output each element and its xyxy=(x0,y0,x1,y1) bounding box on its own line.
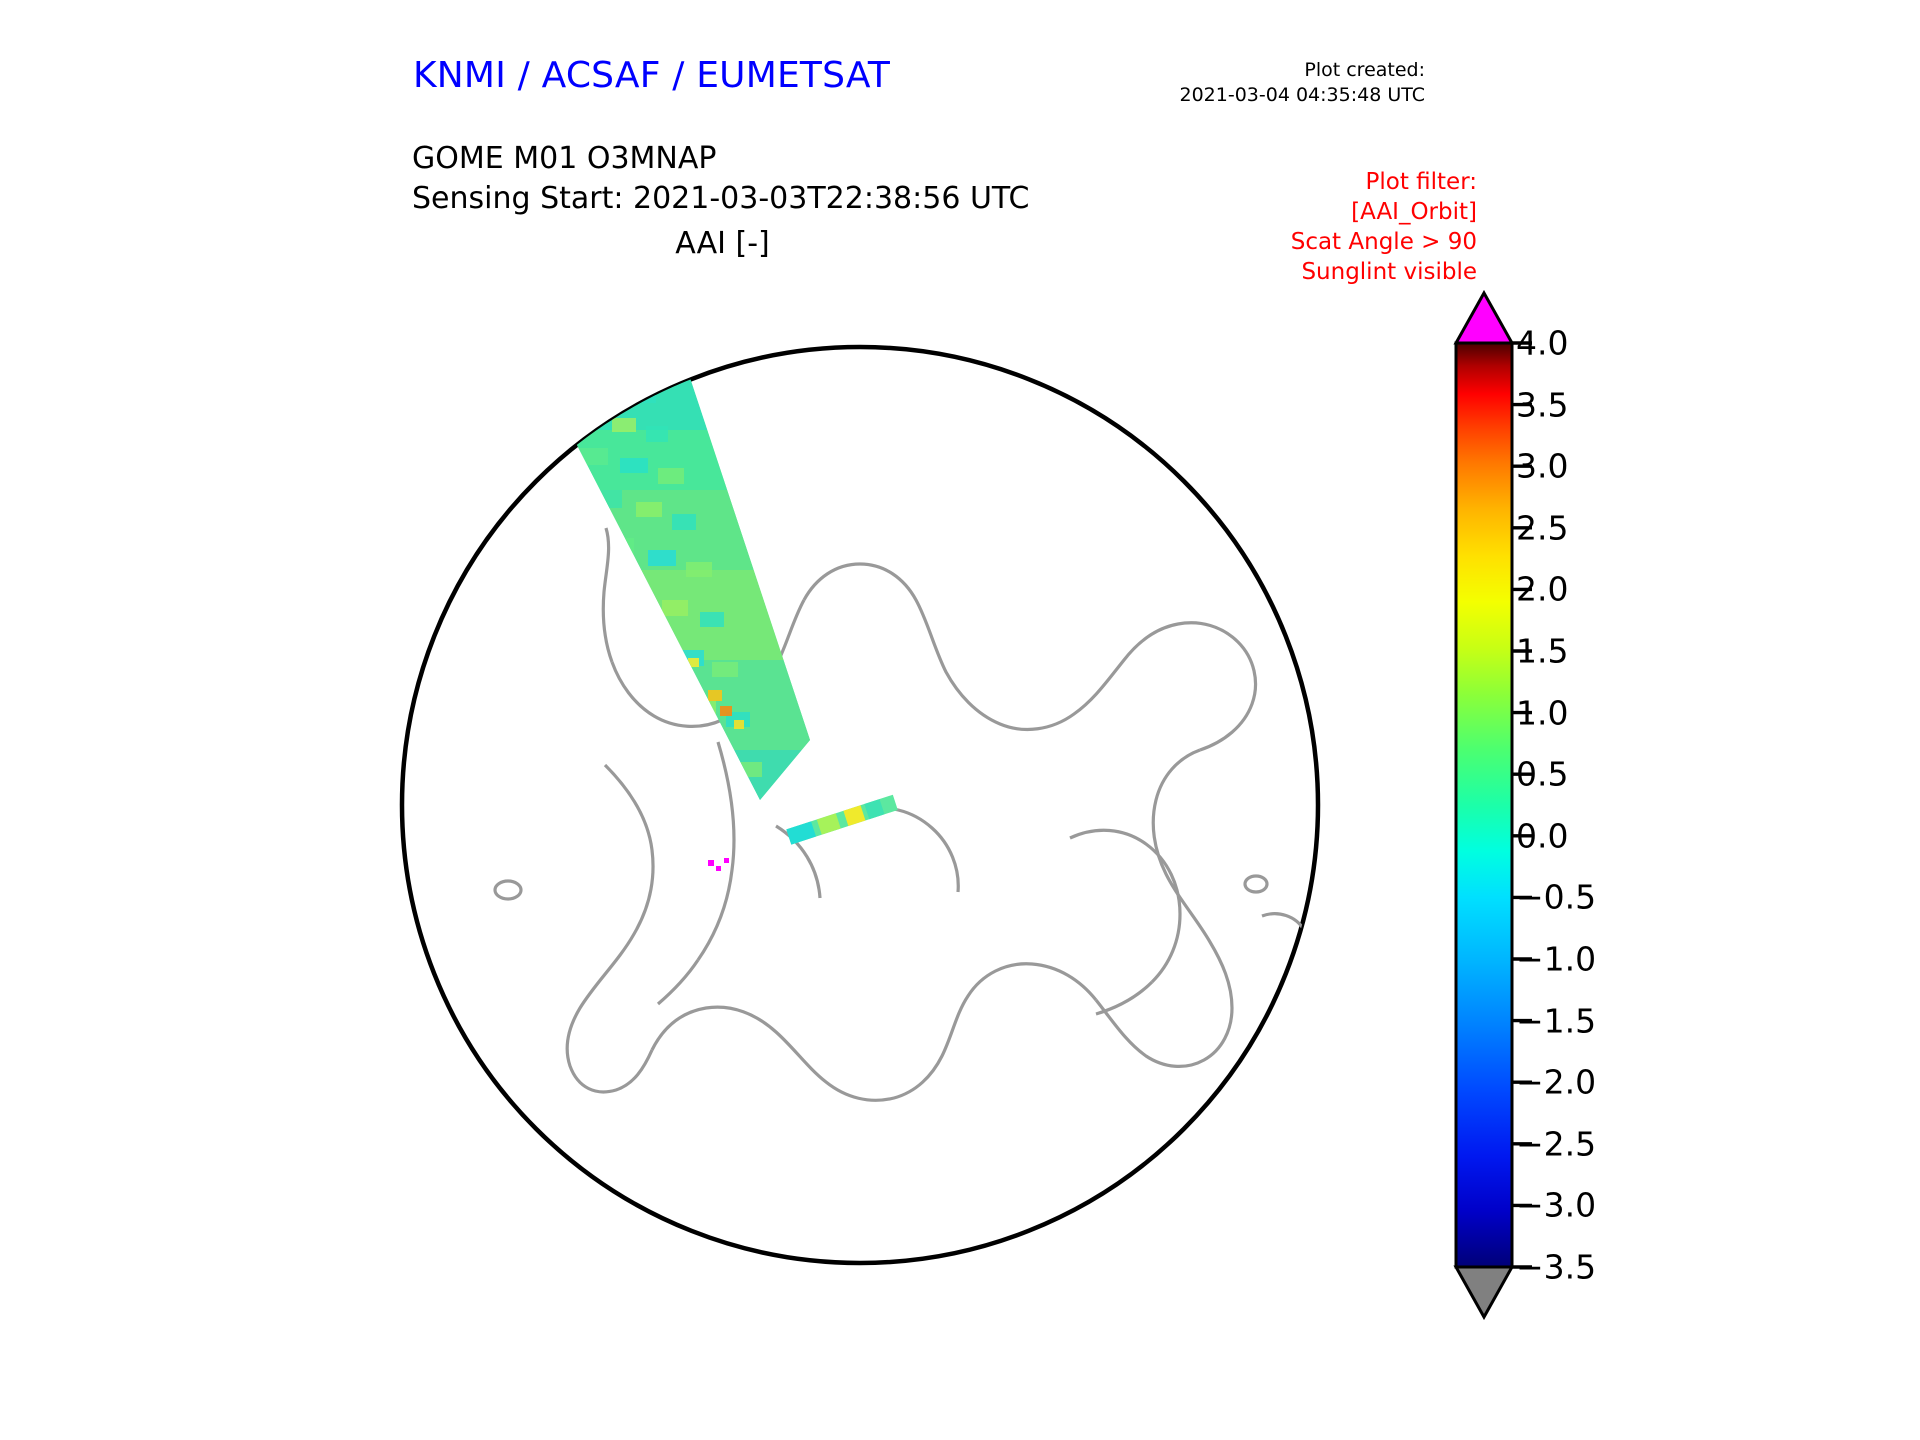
colorbar-gradient xyxy=(1454,341,1514,1269)
colorbar-tick-label: 3.0 xyxy=(1516,446,1569,486)
colorbar-tick-label: 2.5 xyxy=(1516,508,1569,548)
colorbar-over-arrow xyxy=(1453,289,1515,345)
title-block: GOME M01 O3MNAP Sensing Start: 2021-03-0… xyxy=(412,139,1029,219)
colorbar-svg xyxy=(1453,289,1532,1321)
colorbar-tick-label: 0.5 xyxy=(1516,754,1569,794)
plot-filter-line-3: Sunglint visible xyxy=(1301,258,1477,285)
plot-created-timestamp: 2021-03-04 04:35:48 UTC xyxy=(1179,84,1426,107)
plot-filter-block: Plot filter: [AAI_Orbit] Scat Angle > 90… xyxy=(1291,168,1477,288)
colorbar-tick-label: 3.5 xyxy=(1516,385,1569,425)
colorbar-tick-label: −1.0 xyxy=(1516,939,1597,979)
colorbar-tick-label: −2.5 xyxy=(1516,1124,1597,1164)
colorbar-tick-label: −3.5 xyxy=(1516,1247,1597,1287)
plot-created-label: Plot created: xyxy=(1304,59,1425,81)
colorbar-ticks xyxy=(1512,341,1532,1269)
colorbar-tick-label: 1.0 xyxy=(1516,693,1569,733)
instrument-title: GOME M01 O3MNAP xyxy=(412,141,717,176)
colorbar-tick-label: −0.5 xyxy=(1516,877,1597,917)
plot-filter-label: Plot filter: xyxy=(1365,169,1477,195)
map-svg xyxy=(399,344,1321,1266)
colorbar-under-arrow xyxy=(1453,1265,1515,1321)
organisation-title: KNMI / ACSAF / EUMETSAT xyxy=(413,55,891,96)
colorbar-tick-label: 2.0 xyxy=(1516,569,1569,609)
globe-outline xyxy=(399,344,1321,1266)
plot-filter-line-2: Scat Angle > 90 xyxy=(1290,228,1477,255)
colorbar-tick-label: −2.0 xyxy=(1516,1062,1597,1102)
over-range-pixels xyxy=(708,858,729,871)
sensing-start-title: Sensing Start: 2021-03-03T22:38:56 UTC xyxy=(412,180,1030,216)
colorbar-tick-label: 4.0 xyxy=(1516,323,1569,363)
colorbar: 4.0 3.5 3.0 2.5 2.0 1.5 1.0 0.5 0.0 −0.5… xyxy=(1448,285,1778,1325)
colorbar-tick-label: 1.5 xyxy=(1516,631,1569,671)
colorbar-tick-label: −1.5 xyxy=(1516,1001,1597,1041)
colorbar-tick-label: 0.0 xyxy=(1516,816,1569,856)
plot-created-block: Plot created: 2021-03-04 04:35:48 UTC xyxy=(1180,58,1426,109)
map-plot-area xyxy=(390,270,1330,1340)
plot-filter-line-1: [AAI_Orbit] xyxy=(1351,198,1477,225)
variable-title: AAI [-] xyxy=(675,226,770,261)
colorbar-tick-label: −3.0 xyxy=(1516,1185,1597,1225)
